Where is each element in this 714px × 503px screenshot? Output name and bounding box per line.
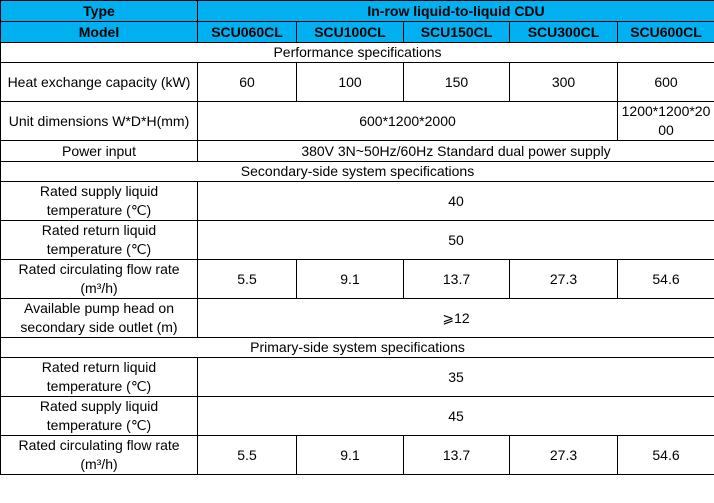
secondary-return-temp-row: Rated return liquid temperature (℃) 50 (0, 220, 714, 260)
value-cell: 9.1 (296, 435, 404, 475)
value-cell: 600 (616, 62, 714, 102)
row-label: Rated circulating flow rate (m³/h) (0, 259, 198, 299)
value-cell: 54.6 (616, 259, 714, 299)
value-cell: 150 (403, 62, 510, 102)
value-cell: 600*1200*2000 (197, 101, 618, 141)
value-cell: 380V 3N~50Hz/60Hz Standard dual power su… (196, 140, 714, 162)
value-cell: 5.5 (197, 435, 297, 475)
value-cell: 1200*1200*2000 (616, 101, 714, 141)
value-cell: 35 (196, 357, 714, 397)
cdu-spec-table: Type In-row liquid-to-liquid CDU Model S… (0, 0, 714, 475)
row-label: Unit dimensions W*D*H(mm) (0, 101, 198, 141)
row-label: Rated circulating flow rate (m³/h) (0, 435, 198, 475)
value-cell: 45 (196, 396, 714, 436)
type-row: Type In-row liquid-to-liquid CDU (0, 0, 714, 22)
value-cell: 27.3 (509, 435, 618, 475)
heat-capacity-row: Heat exchange capacity (kW) 60 100 150 3… (0, 62, 714, 102)
row-label: Rated supply liquid temperature (℃) (0, 181, 198, 221)
row-label: Heat exchange capacity (kW) (0, 62, 198, 102)
value-cell: 60 (197, 62, 297, 102)
value-cell: 54.6 (616, 435, 714, 475)
value-cell: 300 (509, 62, 618, 102)
section-row: Secondary-side system specifications (0, 161, 714, 182)
dimensions-row: Unit dimensions W*D*H(mm) 600*1200*2000 … (0, 101, 714, 141)
power-row: Power input 380V 3N~50Hz/60Hz Standard d… (0, 140, 714, 162)
section-row: Primary-side system specifications (0, 337, 714, 358)
secondary-supply-temp-row: Rated supply liquid temperature (℃) 40 (0, 181, 714, 221)
value-cell: ⩾12 (196, 298, 714, 338)
value-cell: 5.5 (197, 259, 297, 299)
model-cell: SCU600CL (616, 21, 714, 43)
primary-supply-temp-row: Rated supply liquid temperature (℃) 45 (0, 396, 714, 436)
primary-section-title: Primary-side system specifications (0, 337, 714, 358)
value-cell: 50 (196, 220, 714, 260)
model-row: Model SCU060CL SCU100CL SCU150CL SCU300C… (0, 21, 714, 43)
value-cell: 13.7 (403, 435, 510, 475)
secondary-section-title: Secondary-side system specifications (0, 161, 714, 182)
value-cell: 13.7 (403, 259, 510, 299)
model-label: Model (0, 21, 198, 43)
pump-head-row: Available pump head on secondary side ou… (0, 298, 714, 338)
row-label: Rated return liquid temperature (℃) (0, 220, 198, 260)
model-cell: SCU060CL (197, 21, 297, 43)
model-cell: SCU150CL (403, 21, 510, 43)
row-label: Power input (0, 140, 198, 162)
section-row: Performance specifications (0, 42, 714, 63)
row-label: Rated supply liquid temperature (℃) (0, 396, 198, 436)
model-cell: SCU300CL (509, 21, 618, 43)
model-cell: SCU100CL (296, 21, 404, 43)
type-label: Type (0, 0, 198, 22)
row-label: Rated return liquid temperature (℃) (0, 357, 198, 397)
performance-section-title: Performance specifications (0, 42, 714, 63)
value-cell: 100 (296, 62, 404, 102)
value-cell: 9.1 (296, 259, 404, 299)
value-cell: 27.3 (509, 259, 618, 299)
value-cell: 40 (196, 181, 714, 221)
secondary-flow-rate-row: Rated circulating flow rate (m³/h) 5.5 9… (0, 259, 714, 299)
primary-flow-rate-row: Rated circulating flow rate (m³/h) 5.5 9… (0, 435, 714, 475)
primary-return-temp-row: Rated return liquid temperature (℃) 35 (0, 357, 714, 397)
row-label: Available pump head on secondary side ou… (0, 298, 198, 338)
type-value: In-row liquid-to-liquid CDU (196, 0, 714, 22)
